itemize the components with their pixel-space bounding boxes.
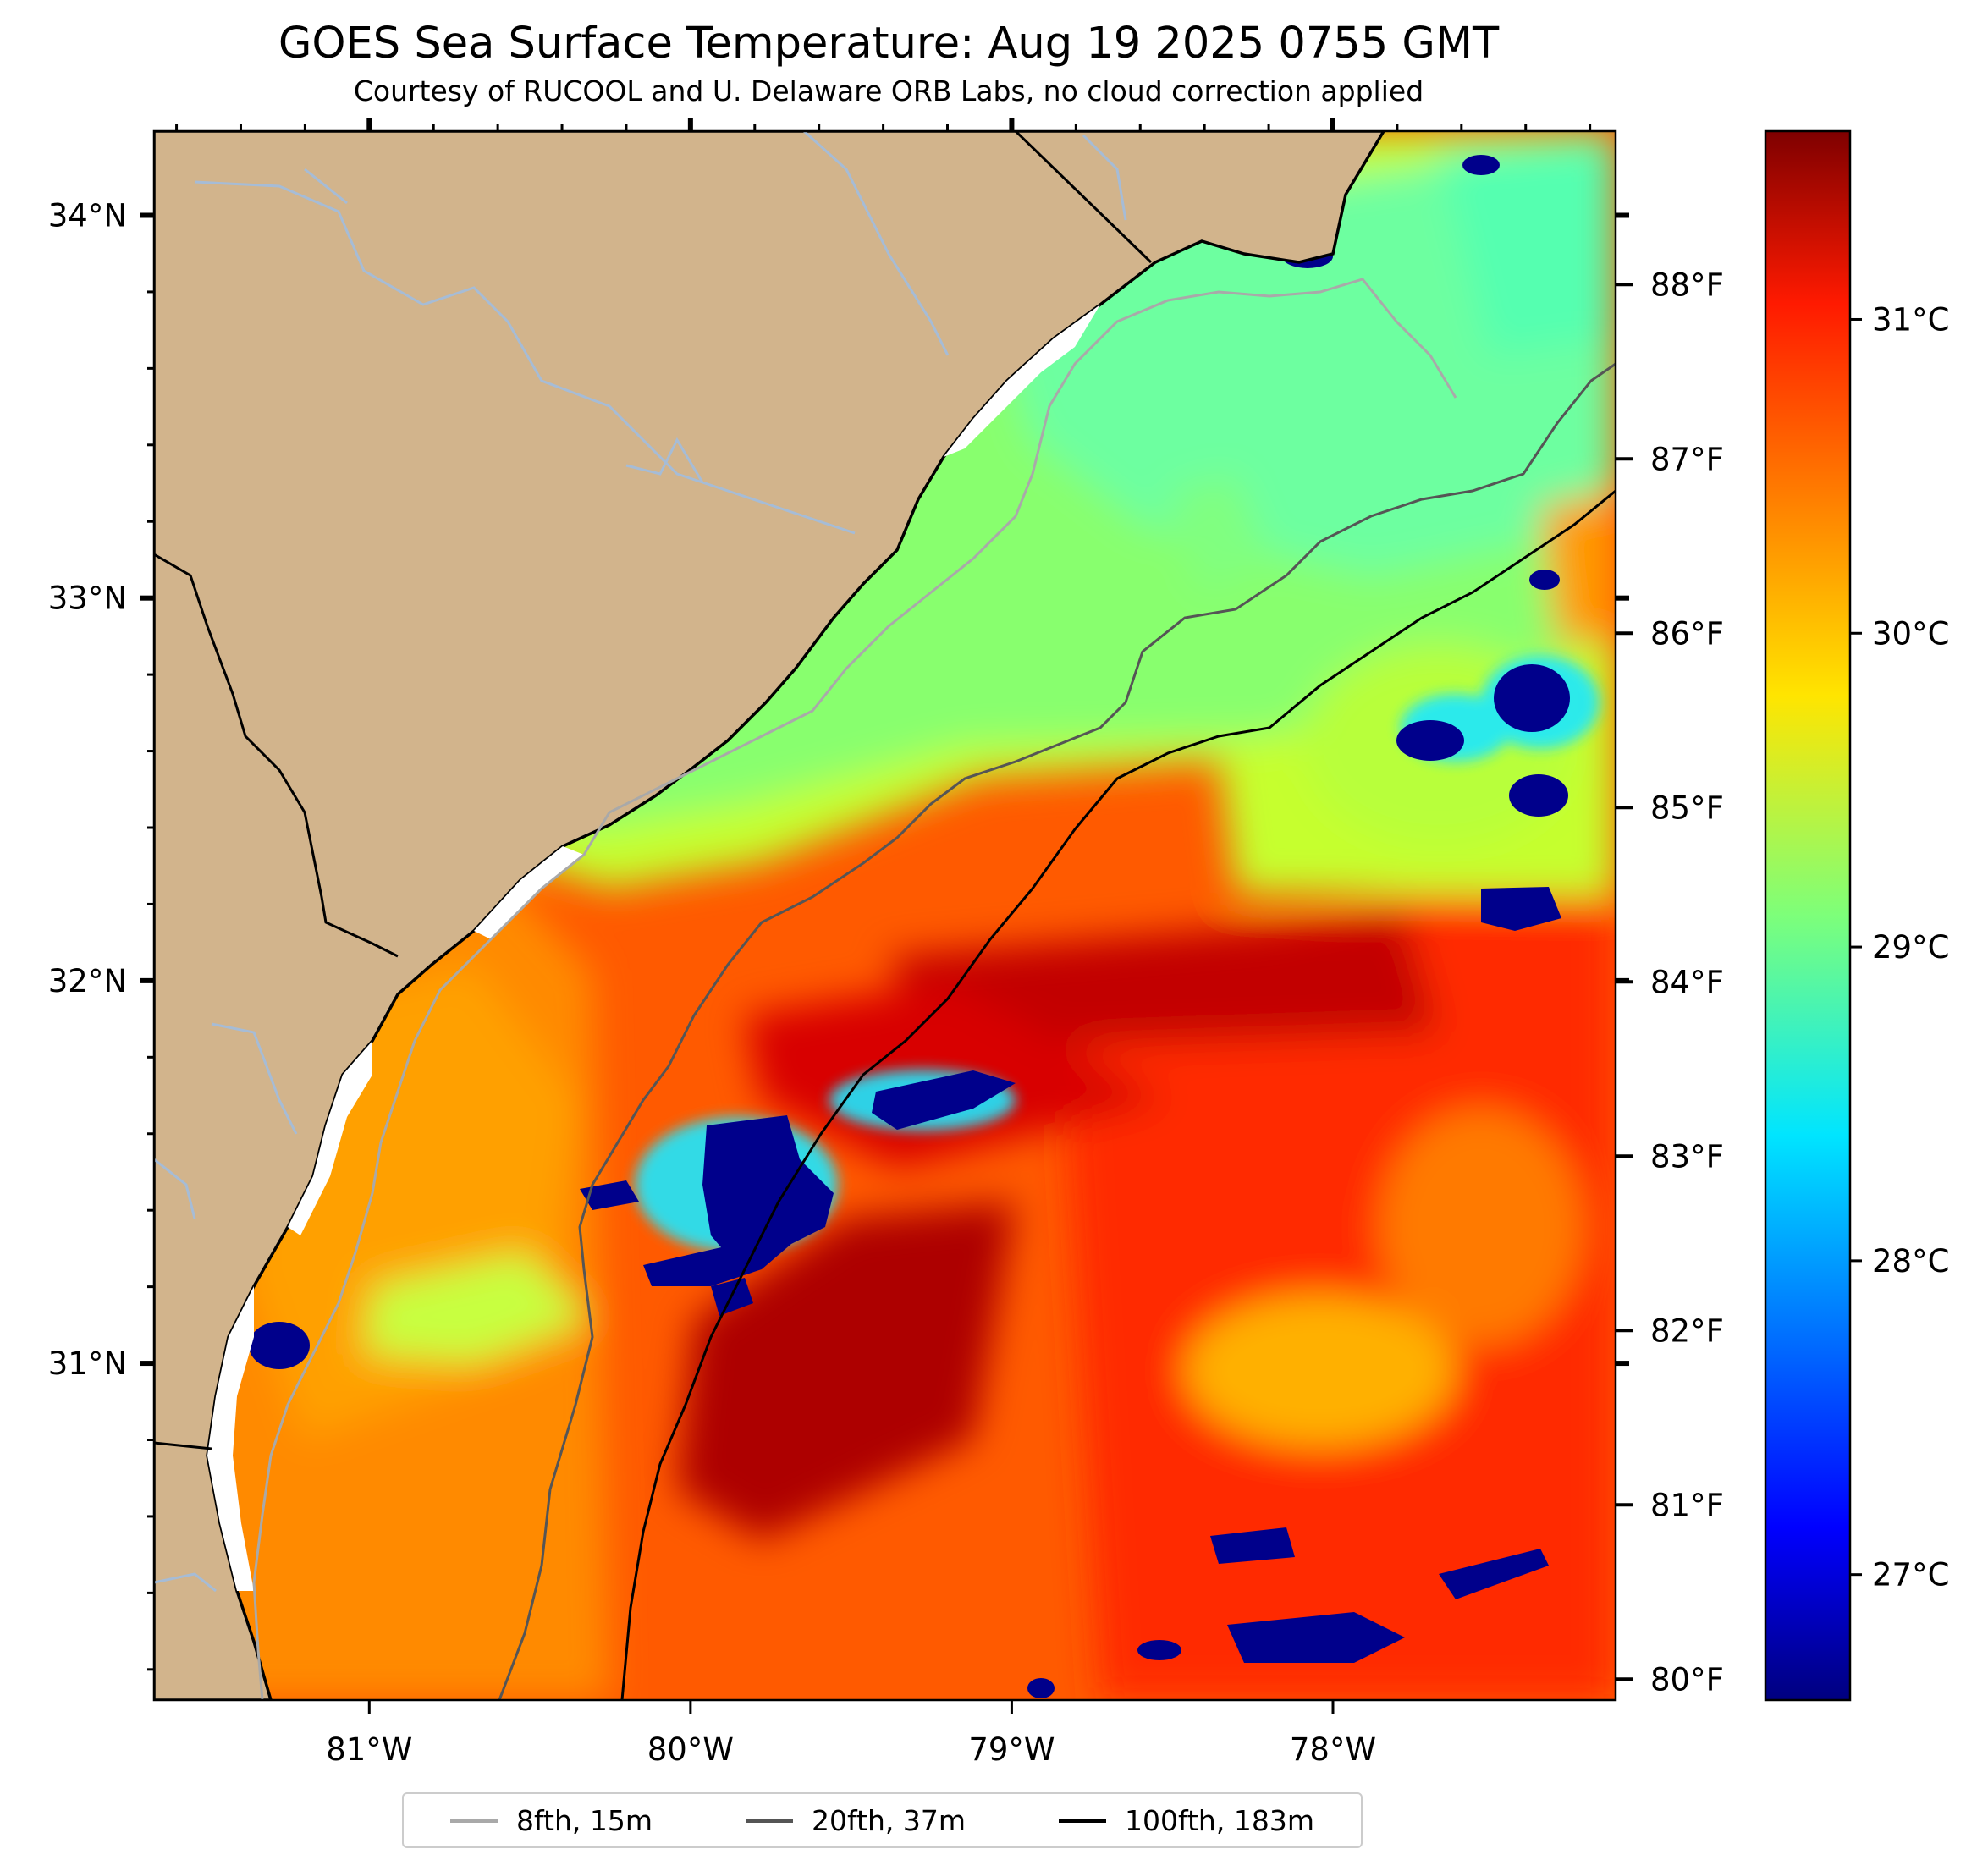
legend-label: 100fth, 183m	[1124, 1803, 1314, 1837]
colorbar	[1764, 129, 1852, 1702]
fahrenheit-tick-label: 83°F	[1650, 1138, 1724, 1175]
map-field	[154, 131, 1616, 1700]
fahrenheit-tick-label: 84°F	[1650, 964, 1724, 1000]
legend-swatch	[449, 1818, 498, 1823]
state-border	[1014, 131, 1153, 264]
lat-tick-label: 32°N	[48, 963, 127, 999]
rivers	[154, 131, 1127, 1593]
cloud-patches	[249, 155, 1600, 1698]
legend-item: 100fth, 183m	[1058, 1803, 1314, 1837]
fahrenheit-tick-label: 82°F	[1650, 1312, 1724, 1349]
axis-ticks	[140, 118, 1633, 1714]
celsius-tick-label: 31°C	[1872, 301, 1949, 338]
celsius-tick-label: 28°C	[1872, 1243, 1949, 1279]
fahrenheit-tick-label: 86°F	[1650, 615, 1724, 652]
colorbar-ticks: 27°C 28°C 29°C 30°C 31°C	[1850, 301, 1949, 1593]
axis-labels: 81°W 80°W 79°W 78°W 31°N 32°N 33°N 34°N 80°F 81°F…	[48, 197, 1724, 1768]
legend-item: 20fth, 37m	[745, 1803, 966, 1837]
isobath-100fth	[620, 489, 1616, 1700]
fahrenheit-tick-label: 80°F	[1650, 1661, 1724, 1698]
legend-item: 8fth, 15m	[449, 1803, 653, 1837]
lat-tick-label: 31°N	[48, 1345, 127, 1382]
fahrenheit-tick-label: 81°F	[1650, 1487, 1724, 1523]
fahrenheit-tick-label: 85°F	[1650, 790, 1724, 826]
fahrenheit-tick-label: 88°F	[1650, 267, 1724, 303]
lat-tick-label: 34°N	[48, 197, 127, 234]
isobath-20fth	[498, 362, 1616, 1700]
lon-tick-label: 81°W	[326, 1731, 412, 1768]
isobath-8fth	[252, 278, 1457, 1700]
plot-frame	[152, 129, 1617, 1702]
map-subtitle: Courtesy of RUCOOL and U. Delaware ORB L…	[353, 74, 1424, 107]
fahrenheit-tick-label: 87°F	[1650, 441, 1724, 477]
celsius-tick-label: 30°C	[1872, 615, 1949, 652]
lon-tick-label: 79°W	[968, 1731, 1055, 1768]
legend-swatch	[1058, 1818, 1106, 1823]
isobath-legend: 8fth, 15m 20fth, 37m 100fth, 183m	[402, 1792, 1363, 1848]
lon-tick-label: 78°W	[1290, 1731, 1376, 1768]
legend-swatch	[745, 1818, 793, 1823]
celsius-tick-label: 27°C	[1872, 1557, 1949, 1593]
lat-tick-label: 33°N	[48, 581, 127, 617]
legend-label: 20fth, 37m	[811, 1803, 966, 1837]
legend-label: 8fth, 15m	[515, 1803, 653, 1837]
lon-tick-label: 80°W	[647, 1731, 734, 1768]
celsius-tick-label: 29°C	[1872, 929, 1949, 966]
map-title: GOES Sea Surface Temperature: Aug 19 202…	[278, 19, 1500, 69]
